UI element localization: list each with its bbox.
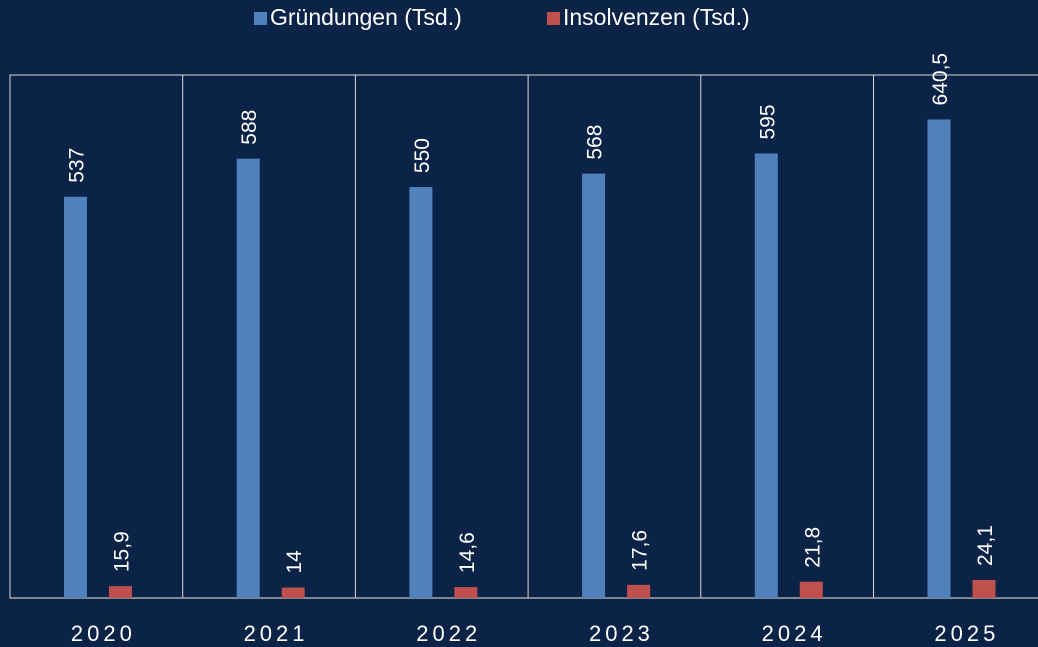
bar [972, 579, 996, 598]
data-label: 568 [584, 125, 607, 160]
bar [582, 173, 606, 598]
data-label: 595 [756, 104, 779, 139]
bar [236, 158, 260, 598]
bar [627, 584, 651, 598]
data-label: 14,6 [456, 532, 479, 573]
bar [64, 196, 87, 598]
data-label: 15,9 [111, 531, 134, 572]
bar [799, 581, 823, 598]
legend-swatch [547, 12, 560, 25]
bar [454, 587, 478, 598]
bar [409, 187, 433, 599]
x-tick-label: 2022 [416, 621, 481, 646]
x-tick-label: 2024 [762, 621, 827, 646]
plot-area [9, 74, 1038, 599]
data-label: 21,8 [801, 527, 824, 568]
data-label: 17,6 [629, 530, 652, 571]
bar [927, 119, 951, 598]
legend-label: Gründungen (Tsd.) [270, 4, 462, 30]
x-tick-label: 2021 [244, 621, 309, 646]
data-label: 537 [66, 148, 89, 183]
data-label: 24,1 [974, 525, 997, 566]
x-tick-label: 2023 [589, 621, 654, 646]
x-tick-label: 2020 [71, 621, 136, 646]
bar [109, 586, 132, 598]
legend-swatch [254, 12, 267, 25]
x-tick-label: 2025 [934, 621, 999, 646]
data-label: 640,5 [929, 53, 952, 106]
data-label: 550 [411, 138, 434, 173]
data-label: 588 [238, 110, 261, 145]
legend-label: Insolvenzen (Tsd.) [563, 4, 750, 30]
data-label: 14 [283, 550, 306, 574]
bar [281, 587, 305, 598]
bar [754, 153, 778, 598]
